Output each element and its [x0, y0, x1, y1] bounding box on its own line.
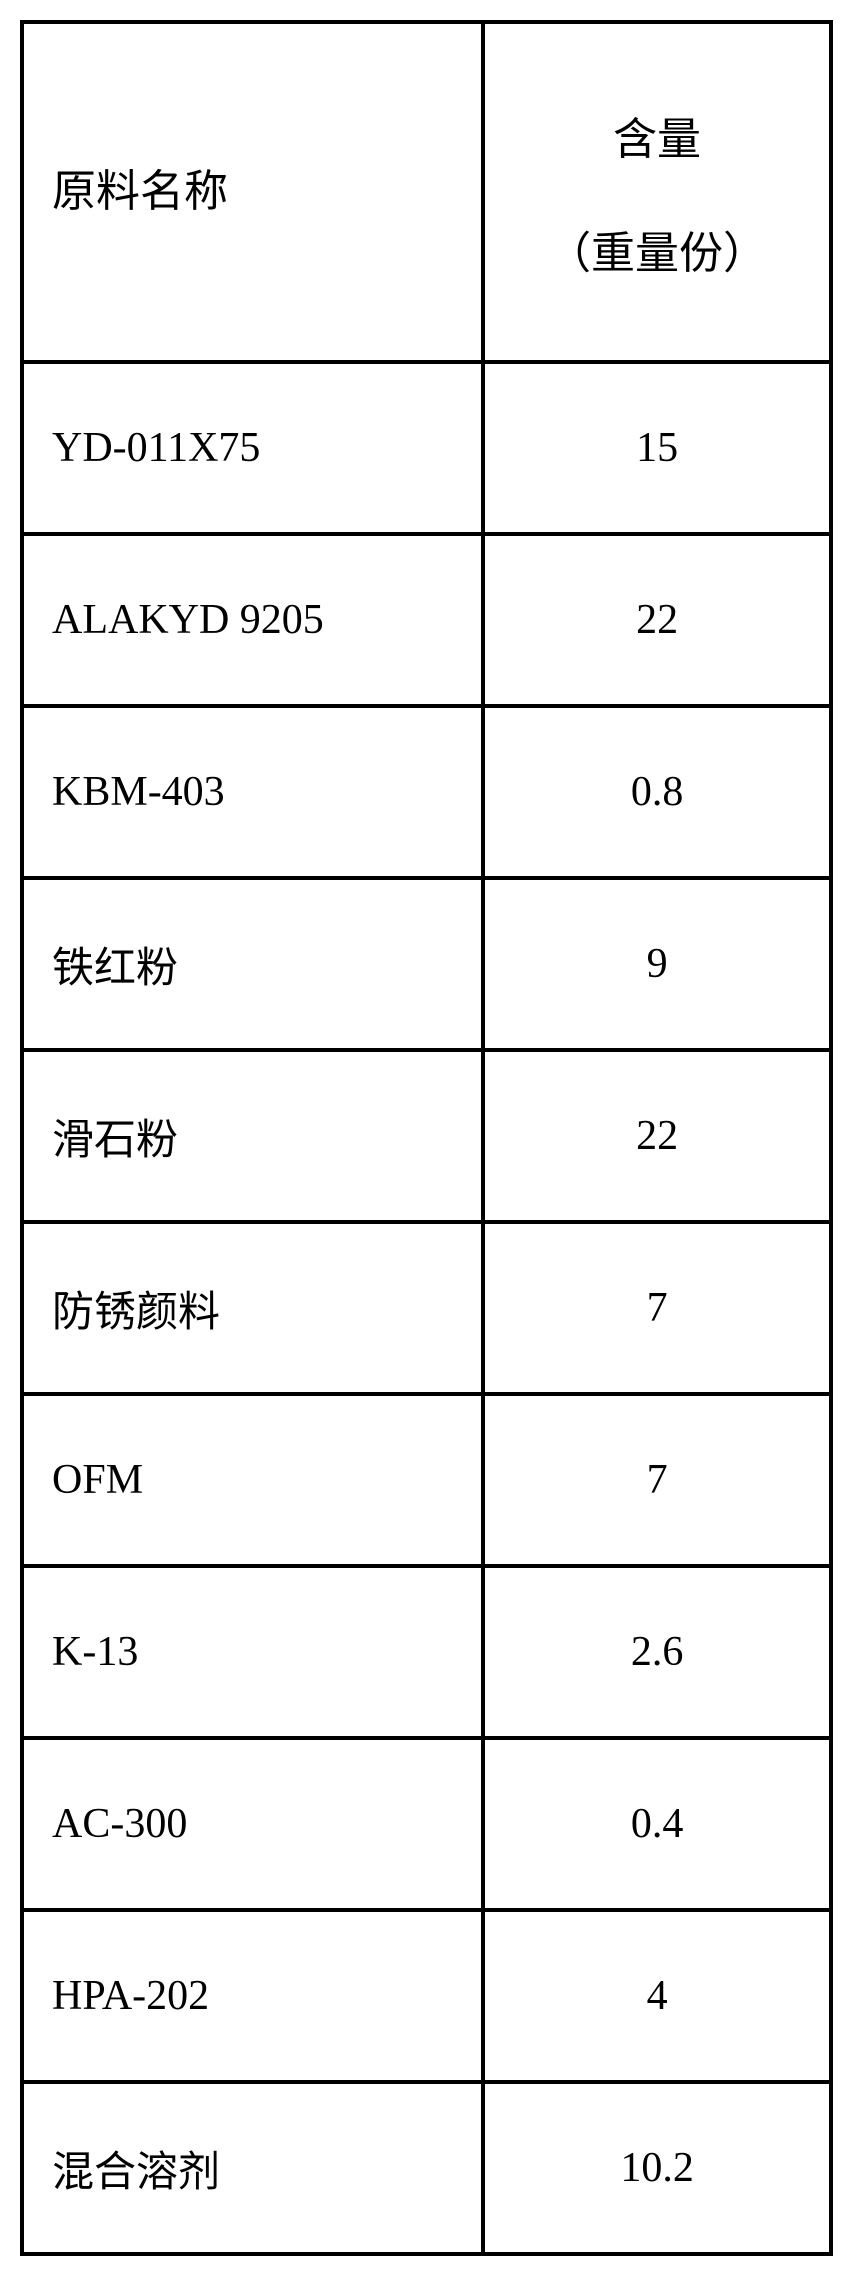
material-name-cell: 铁红粉 — [22, 878, 483, 1050]
material-value-cell: 15 — [483, 362, 831, 534]
header-content-amount: 含量 （重量份） — [483, 22, 831, 362]
material-name-cell: HPA-202 — [22, 1910, 483, 2082]
material-name-cell: KBM-403 — [22, 706, 483, 878]
table-row: HPA-202 4 — [22, 1910, 831, 2082]
header-sublabel: （重量份） — [485, 217, 829, 281]
material-value-cell: 22 — [483, 534, 831, 706]
material-name-cell: 混合溶剂 — [22, 2082, 483, 2254]
table-row: K-13 2.6 — [22, 1566, 831, 1738]
table-row: YD-011X75 15 — [22, 362, 831, 534]
table-row: 防锈颜料 7 — [22, 1222, 831, 1394]
table-row: 铁红粉 9 — [22, 878, 831, 1050]
material-name-cell: OFM — [22, 1394, 483, 1566]
table-row: OFM 7 — [22, 1394, 831, 1566]
material-name-cell: K-13 — [22, 1566, 483, 1738]
header-material-name: 原料名称 — [22, 22, 483, 362]
header-label: 含量 — [485, 103, 829, 167]
material-name-cell: AC-300 — [22, 1738, 483, 1910]
material-value-cell: 2.6 — [483, 1566, 831, 1738]
material-value-cell: 9 — [483, 878, 831, 1050]
table-row: 混合溶剂 10.2 — [22, 2082, 831, 2254]
materials-table: 原料名称 含量 （重量份） YD-011X75 15 ALAKYD 9205 2… — [20, 20, 833, 2256]
table-row: AC-300 0.4 — [22, 1738, 831, 1910]
table-row: ALAKYD 9205 22 — [22, 534, 831, 706]
material-value-cell: 4 — [483, 1910, 831, 2082]
table-row: 滑石粉 22 — [22, 1050, 831, 1222]
materials-table-container: 原料名称 含量 （重量份） YD-011X75 15 ALAKYD 9205 2… — [20, 20, 833, 2256]
material-value-cell: 22 — [483, 1050, 831, 1222]
material-value-cell: 7 — [483, 1394, 831, 1566]
material-name-cell: 滑石粉 — [22, 1050, 483, 1222]
material-value-cell: 0.4 — [483, 1738, 831, 1910]
material-value-cell: 0.8 — [483, 706, 831, 878]
table-header-row: 原料名称 含量 （重量份） — [22, 22, 831, 362]
material-name-cell: YD-011X75 — [22, 362, 483, 534]
table-body: YD-011X75 15 ALAKYD 9205 22 KBM-403 0.8 … — [22, 362, 831, 2254]
material-name-cell: ALAKYD 9205 — [22, 534, 483, 706]
table-row: KBM-403 0.8 — [22, 706, 831, 878]
header-label: 原料名称 — [52, 168, 481, 216]
material-value-cell: 7 — [483, 1222, 831, 1394]
material-name-cell: 防锈颜料 — [22, 1222, 483, 1394]
material-value-cell: 10.2 — [483, 2082, 831, 2254]
